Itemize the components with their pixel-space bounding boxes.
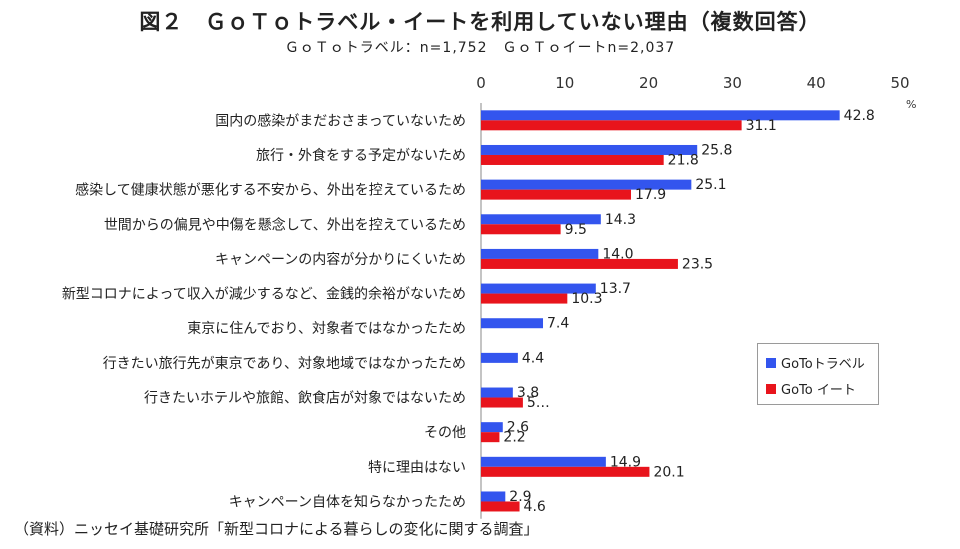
bar-eat xyxy=(481,258,678,269)
bar-eat xyxy=(481,432,500,443)
bar-eat xyxy=(481,397,523,408)
category-label: 旅行・外食をする予定がないため xyxy=(256,147,466,164)
x-tick-label: 10 xyxy=(555,74,574,92)
data-label-travel: 14.3 xyxy=(605,212,636,228)
bar-travel xyxy=(481,422,503,433)
bar-eat xyxy=(481,189,632,200)
data-label-eat: 21.8 xyxy=(668,152,699,168)
data-label-travel: 25.1 xyxy=(695,177,726,193)
category-label: 新型コロナによって収入が減少するなど、金銭的余裕がないため xyxy=(62,286,466,303)
data-label-travel: 2.6 xyxy=(507,420,529,436)
x-tick-label: 20 xyxy=(639,74,658,92)
data-label-travel: 3.8 xyxy=(517,385,539,401)
chart-title: 図２ ＧｏＴｏトラベル・イートを利用していない理由（複数回答） xyxy=(139,10,821,34)
bar-travel xyxy=(481,387,513,398)
data-label-eat: 2.2 xyxy=(503,430,525,446)
data-label-eat: 9.5 xyxy=(565,222,587,238)
bar-travel xyxy=(481,318,544,329)
legend-swatch-eat xyxy=(766,383,776,394)
category-label: 東京に住んでおり、対象者ではなかったため xyxy=(187,321,466,337)
data-label-travel: 25.8 xyxy=(701,142,732,158)
bar-travel xyxy=(481,110,840,121)
data-label-travel: 13.7 xyxy=(600,281,631,297)
chart-legend: GoToトラベル GoTo イート xyxy=(757,343,879,405)
category-label: 行きたいホテルや旅館、飲食店が対象ではないため xyxy=(144,390,466,407)
bar-travel xyxy=(481,283,596,294)
category-label: 感染して健康状態が悪化する不安から、外出を控えているため xyxy=(75,182,466,199)
bar-travel xyxy=(481,248,599,259)
bar-eat xyxy=(481,120,742,131)
x-tick-label: 0 xyxy=(476,74,486,92)
legend-swatch-travel xyxy=(766,357,776,368)
data-label-eat: 23.5 xyxy=(682,256,713,272)
data-label-eat: 17.9 xyxy=(635,187,666,203)
bar-eat xyxy=(481,501,520,512)
bar-travel xyxy=(481,456,606,467)
data-label-travel: 14.0 xyxy=(602,246,633,262)
category-label: 行きたい旅行先が東京であり、対象地域ではなかったため xyxy=(103,356,466,372)
data-label-eat: 31.1 xyxy=(746,118,777,134)
bar-eat xyxy=(481,466,650,477)
data-label-eat: 20.1 xyxy=(653,464,684,480)
data-label-eat: 4.6 xyxy=(524,499,546,515)
x-unit-label: % xyxy=(906,98,916,111)
category-label: 特に理由はない xyxy=(368,460,466,476)
category-label: その他 xyxy=(424,425,466,441)
x-tick-label: 50 xyxy=(890,74,909,92)
bar-travel xyxy=(481,214,601,225)
bar-eat xyxy=(481,154,664,165)
chart-subtitle: ＧｏＴｏトラベル：n=1,752 ＧｏＴｏイートn=2,037 xyxy=(284,40,676,56)
legend-item-travel: GoToトラベル xyxy=(766,353,865,372)
source-note: （資料）ニッセイ基礎研究所「新型コロナによる暮らしの変化に関する調査」 xyxy=(14,520,539,538)
data-label-travel: 14.9 xyxy=(610,454,641,470)
data-label-travel: 42.8 xyxy=(844,108,875,124)
category-label: キャンペーンの内容が分かりにくいため xyxy=(215,251,466,268)
data-label-travel: 2.9 xyxy=(509,489,531,505)
data-label-travel: 7.4 xyxy=(547,316,569,332)
bar-travel xyxy=(481,352,518,363)
legend-label-eat: GoTo イート xyxy=(781,383,856,398)
bar-travel xyxy=(481,144,698,155)
legend-item-eat: GoTo イート xyxy=(766,379,856,398)
x-tick-label: 30 xyxy=(723,74,742,92)
bar-travel xyxy=(481,179,692,190)
data-label-eat: 5… xyxy=(527,395,550,411)
bar-travel xyxy=(481,491,506,502)
data-label-eat: 10.3 xyxy=(571,291,602,307)
data-label-travel: 4.4 xyxy=(522,350,544,366)
category-label: 国内の感染がまだおさまっていないため xyxy=(215,112,466,129)
category-label: 世間からの偏見や中傷を懸念して、外出を控えているため xyxy=(104,216,466,233)
legend-label-travel: GoToトラベル xyxy=(781,357,865,372)
bar-eat xyxy=(481,224,561,235)
x-tick-label: 40 xyxy=(807,74,826,92)
bar-eat xyxy=(481,293,568,304)
category-label: キャンペーン自体を知らなかったため xyxy=(229,493,466,510)
